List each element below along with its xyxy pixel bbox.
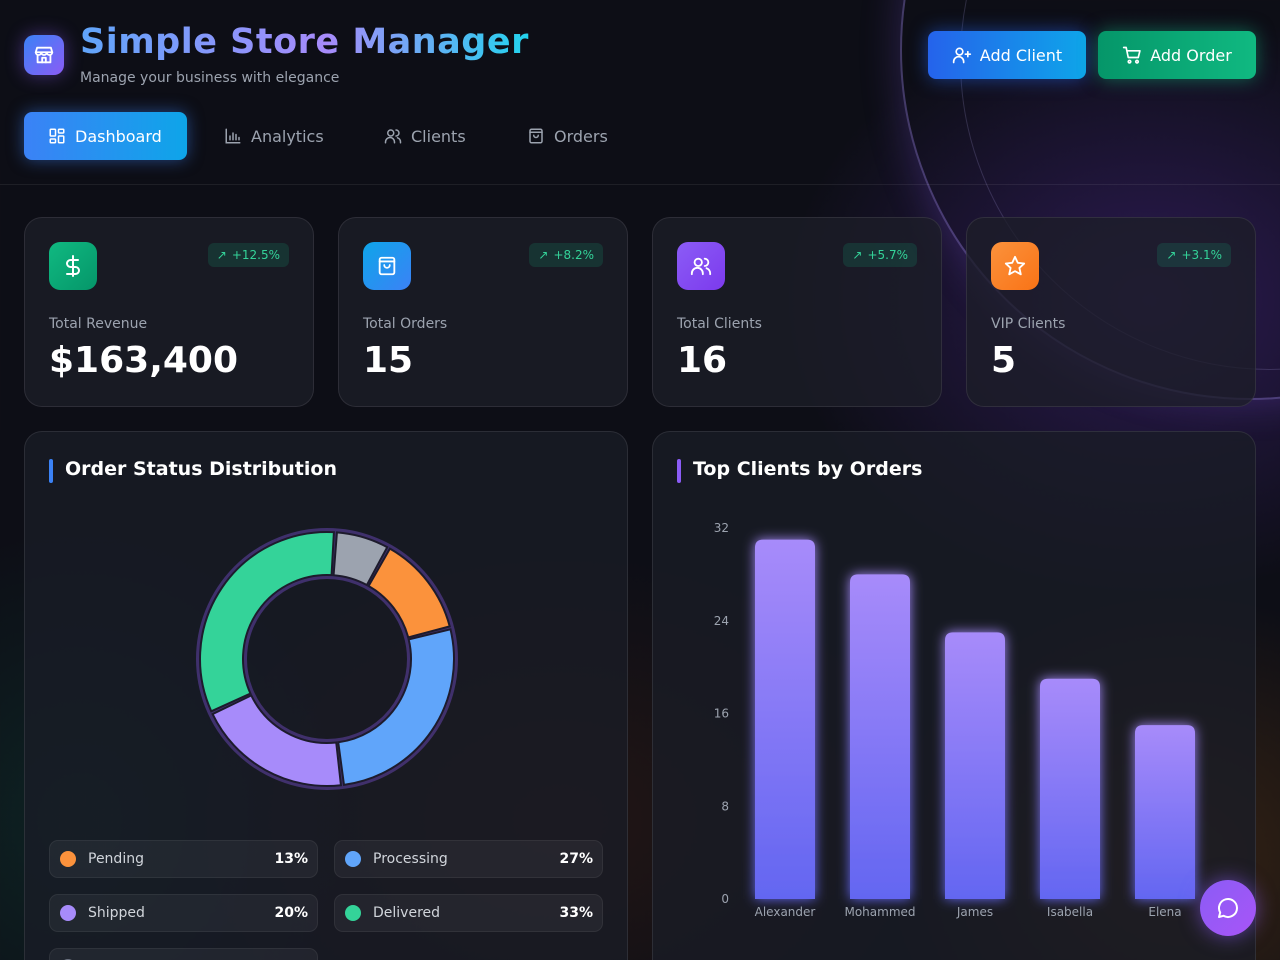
legend-label: Shipped: [88, 905, 145, 921]
stat-label: Total Clients: [677, 316, 762, 332]
stat-label: Total Revenue: [49, 316, 148, 332]
trend-up-icon: ↗: [538, 248, 549, 262]
x-tick-label: Isabella: [1047, 905, 1093, 919]
stat-label: VIP Clients: [991, 316, 1066, 332]
legend-dot: [60, 905, 76, 921]
x-tick-label: Elena: [1148, 905, 1181, 919]
y-tick-label: 24: [714, 614, 729, 628]
y-tick-label: 32: [714, 521, 729, 535]
change-badge: ↗ +3.1%: [1157, 243, 1231, 267]
stat-card-vip: ↗ +3.1% VIP Clients 5: [966, 217, 1256, 407]
x-tick-label: Mohammed: [844, 905, 915, 919]
trend-up-icon: ↗: [1166, 248, 1177, 262]
legend-item-shipped: Shipped 20%: [49, 894, 318, 932]
legend-dot: [345, 851, 361, 867]
stat-label: Total Orders: [363, 316, 448, 332]
legend-label: Delivered: [373, 905, 441, 921]
stat-value: 15: [363, 340, 414, 381]
change-badge: ↗ +12.5%: [207, 243, 289, 267]
x-tick-label: James: [956, 905, 993, 919]
user-plus-icon: [952, 47, 971, 64]
chat-button[interactable]: [1200, 880, 1256, 936]
grid-icon: [49, 128, 65, 144]
legend-percent: 33%: [559, 905, 593, 921]
donut-slice-processing[interactable]: [337, 628, 455, 786]
legend-dot: [345, 905, 361, 921]
bar-chart-icon: [225, 128, 241, 144]
stat-card-revenue: ↗ +12.5% Total Revenue $163,400: [24, 217, 314, 407]
donut-slice-delivered[interactable]: [199, 531, 335, 713]
legend-item-pending: Pending 13%: [49, 840, 318, 878]
add-client-label: Add Client: [979, 45, 1063, 65]
add-client-button[interactable]: Add Client: [928, 31, 1086, 79]
donut-slice-shipped[interactable]: [211, 694, 343, 787]
bar-james[interactable]: [945, 632, 1005, 899]
donut-chart: [196, 528, 458, 790]
stat-card-orders: ↗ +8.2% Total Orders 15: [338, 217, 628, 407]
legend-percent: 20%: [274, 905, 308, 921]
store-logo-icon: [24, 35, 64, 75]
y-tick-label: 16: [714, 707, 729, 721]
x-tick-label: Alexander: [755, 905, 816, 919]
tab-dashboard[interactable]: Dashboard: [24, 112, 187, 160]
change-value: +12.5%: [231, 248, 280, 262]
tab-dashboard-label: Dashboard: [75, 126, 162, 146]
chat-bubble-icon: [1218, 898, 1238, 918]
star-icon: [991, 242, 1039, 290]
stat-value: $163,400: [49, 340, 239, 381]
order-status-panel: Order Status Distribution Pending 13% Pr…: [24, 431, 628, 960]
bar-isabella[interactable]: [1040, 678, 1100, 899]
tab-clients-label: Clients: [411, 126, 466, 146]
trend-up-icon: ↗: [216, 248, 227, 262]
y-tick-label: 8: [721, 799, 729, 813]
tab-analytics[interactable]: Analytics: [200, 112, 348, 160]
add-order-label: Add Order: [1150, 45, 1232, 65]
bar-elena[interactable]: [1135, 725, 1195, 899]
stat-card-clients: ↗ +5.7% Total Clients 16: [652, 217, 942, 407]
change-value: +5.7%: [867, 248, 908, 262]
change-value: +3.1%: [1181, 248, 1222, 262]
y-tick-label: 0: [721, 892, 729, 906]
donut-slice-pending[interactable]: [367, 547, 451, 639]
add-order-button[interactable]: Add Order: [1098, 31, 1256, 79]
bar-chart: 0 8 16 24 32 Alexander Mohammed James Isabella El…: [714, 521, 1195, 919]
tab-clients[interactable]: Clients: [360, 112, 490, 160]
change-badge: ↗ +8.2%: [529, 243, 603, 267]
legend-label: Pending: [88, 851, 144, 867]
legend-dot: [60, 851, 76, 867]
panel-title: Order Status Distribution: [49, 458, 337, 483]
donut-slice-cancelled[interactable]: [332, 531, 389, 587]
legend-item-delivered: Delivered 33%: [334, 894, 603, 932]
bar-mohammed[interactable]: [850, 574, 910, 899]
app-header: Simple Store Manager Manage your busines…: [0, 0, 1280, 185]
users-icon: [384, 129, 402, 144]
tab-orders-label: Orders: [554, 126, 608, 146]
users-icon: [677, 242, 725, 290]
app-subtitle: Manage your business with elegance: [80, 70, 340, 86]
panel-title: Top Clients by Orders: [677, 458, 922, 483]
tab-orders[interactable]: Orders: [503, 112, 632, 160]
dollar-icon: [49, 242, 97, 290]
legend-item-processing: Processing 27%: [334, 840, 603, 878]
shopping-bag-icon: [363, 242, 411, 290]
stat-value: 5: [991, 340, 1017, 381]
legend-label: Processing: [373, 851, 448, 867]
legend-percent: 27%: [559, 851, 593, 867]
cart-icon: [1123, 46, 1141, 64]
bar-alexander[interactable]: [755, 539, 815, 899]
tab-analytics-label: Analytics: [251, 126, 324, 146]
stat-value: 16: [677, 340, 728, 381]
change-value: +8.2%: [553, 248, 594, 262]
trend-up-icon: ↗: [852, 248, 863, 262]
legend-item-partial: [49, 948, 318, 960]
app-title: Simple Store Manager: [80, 22, 529, 62]
legend-percent: 13%: [274, 851, 308, 867]
shopping-bag-icon: [529, 128, 543, 144]
top-clients-panel: Top Clients by Orders 0 8 16 24 32 Alexander M…: [652, 431, 1256, 960]
change-badge: ↗ +5.7%: [843, 243, 917, 267]
